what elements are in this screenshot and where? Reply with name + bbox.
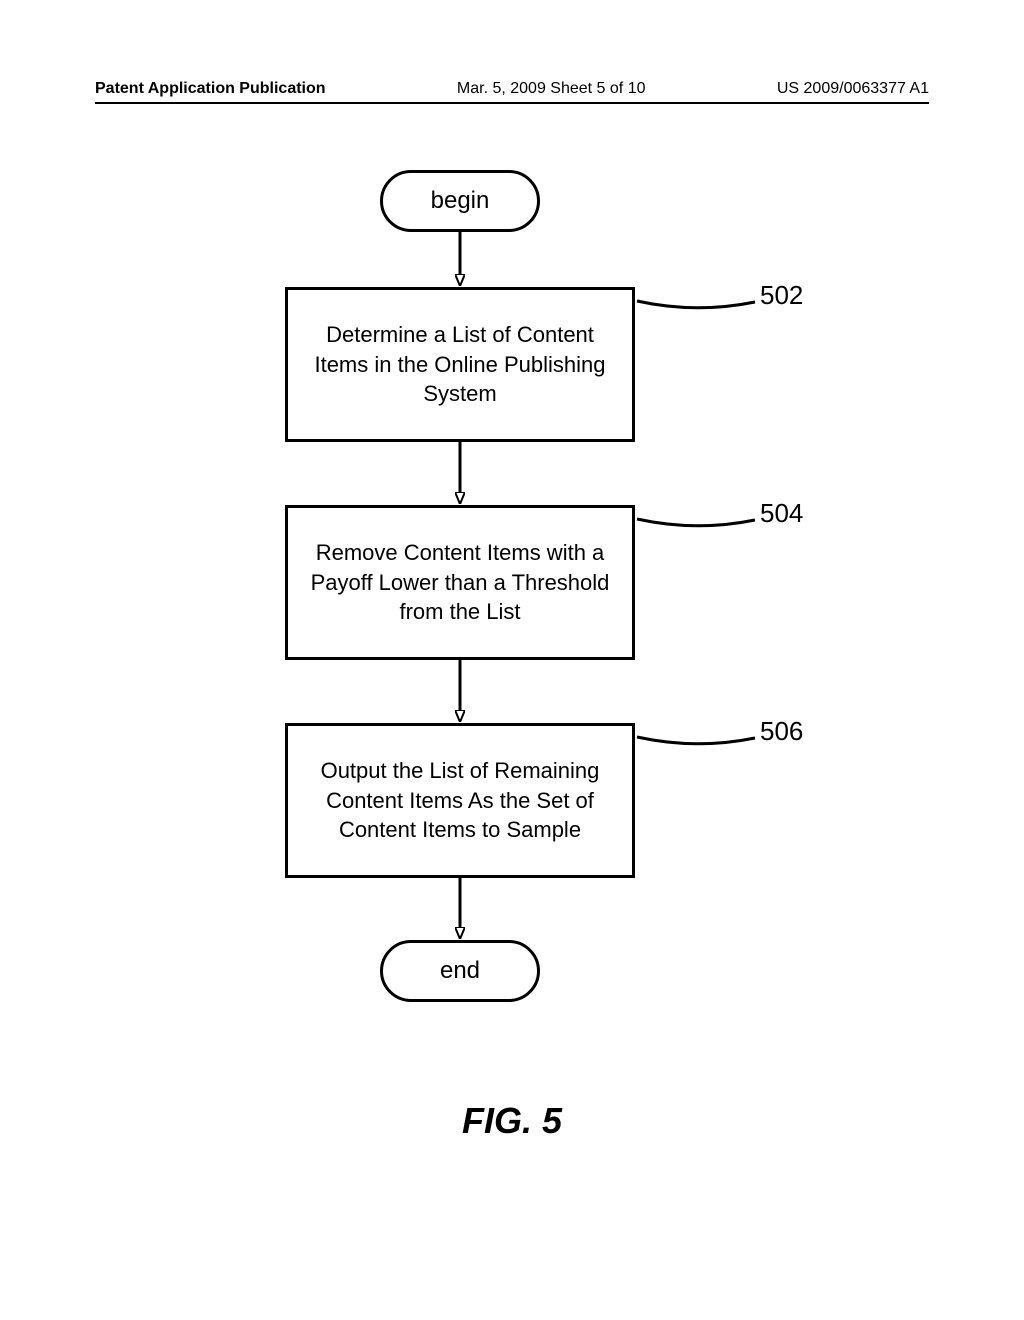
- header-left: Patent Application Publication: [95, 80, 326, 98]
- end-terminal: end: [380, 940, 540, 1002]
- callout-leader: [637, 519, 755, 526]
- ref-label-506: 506: [760, 716, 803, 747]
- node-label: begin: [431, 185, 490, 217]
- node-label: end: [440, 955, 480, 987]
- process-506: Output the List of Remaining Content Ite…: [285, 723, 635, 878]
- header-right: US 2009/0063377 A1: [777, 80, 929, 98]
- begin-terminal: begin: [380, 170, 540, 232]
- ref-label-502: 502: [760, 280, 803, 311]
- callout-leader: [637, 737, 755, 744]
- header-rule: [95, 102, 929, 104]
- node-label: Remove Content Items with a Payoff Lower…: [306, 538, 614, 627]
- patent-header: Patent Application Publication Mar. 5, 2…: [0, 80, 1024, 98]
- flowchart-region: begin Determine a List of Content Items i…: [0, 160, 1024, 1160]
- node-label: Output the List of Remaining Content Ite…: [306, 756, 614, 845]
- process-504: Remove Content Items with a Payoff Lower…: [285, 505, 635, 660]
- node-label: Determine a List of Content Items in the…: [306, 320, 614, 409]
- ref-label-504: 504: [760, 498, 803, 529]
- header-center: Mar. 5, 2009 Sheet 5 of 10: [457, 80, 646, 98]
- process-502: Determine a List of Content Items in the…: [285, 287, 635, 442]
- figure-caption: FIG. 5: [0, 1100, 1024, 1142]
- callout-leader: [637, 301, 755, 308]
